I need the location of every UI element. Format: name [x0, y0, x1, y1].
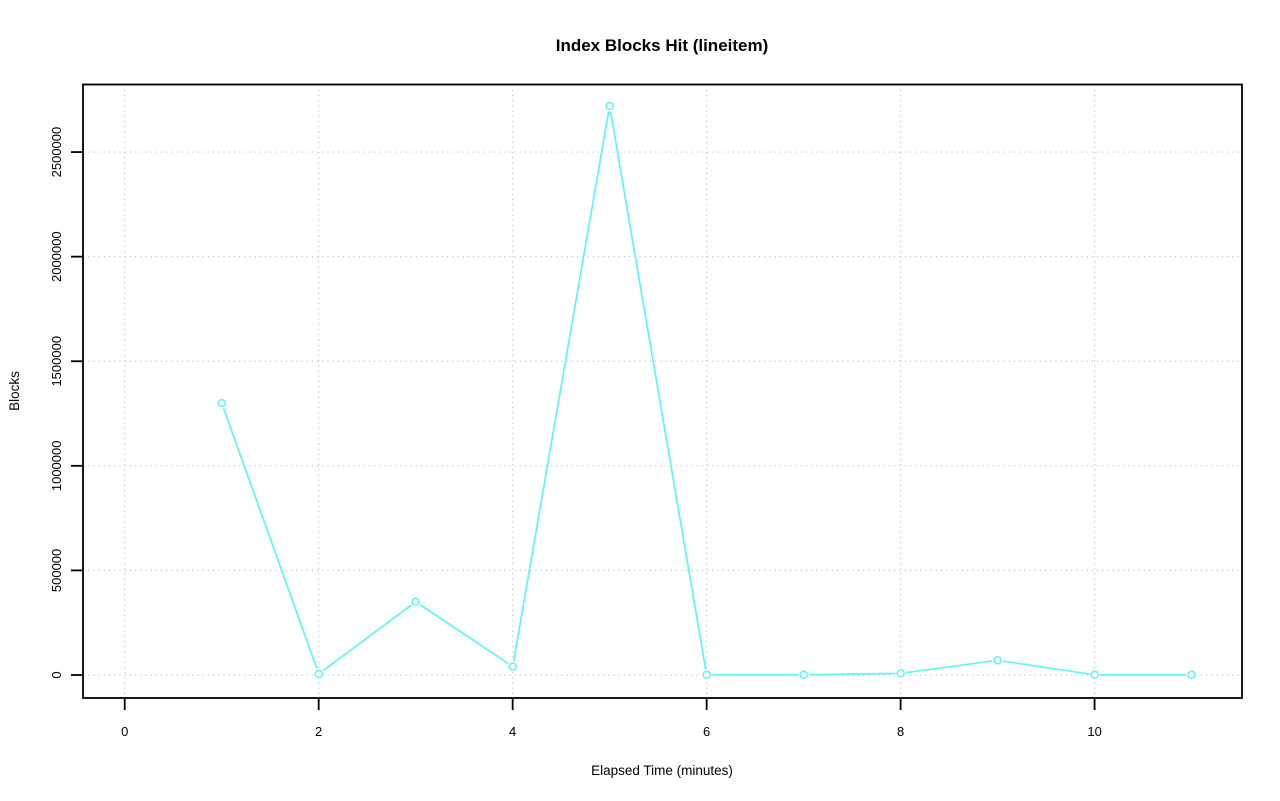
x-tick-label: 4: [509, 724, 516, 739]
x-tick-label: 0: [121, 724, 128, 739]
x-axis-label: Elapsed Time (minutes): [591, 763, 733, 778]
x-tick-label: 10: [1087, 724, 1101, 739]
y-tick-label: 0: [49, 671, 64, 678]
x-tick-label: 6: [703, 724, 710, 739]
data-point-marker: [508, 662, 517, 671]
data-point-marker: [314, 669, 323, 679]
y-tick-label: 2000000: [49, 231, 64, 282]
x-tick-label: 2: [315, 724, 322, 739]
y-tick-label: 1000000: [49, 441, 64, 492]
grid-lines: [83, 84, 1242, 698]
data-series: [216, 100, 1198, 681]
x-tick-label: 8: [897, 724, 904, 739]
y-axis-label: Blocks: [7, 371, 22, 411]
data-point-marker: [217, 398, 226, 408]
data-point-marker: [896, 669, 905, 678]
y-tick-label: 500000: [49, 549, 64, 592]
data-point-marker: [1187, 670, 1196, 680]
data-point-marker: [605, 101, 614, 111]
y-tick-label: 2500000: [49, 127, 64, 178]
data-point-marker: [993, 656, 1002, 665]
axes: [71, 83, 1243, 710]
data-point-marker: [702, 670, 711, 680]
chart-title: Index Blocks Hit (lineitem): [556, 36, 769, 55]
data-point-marker: [1090, 670, 1099, 680]
chart-generated-layers: 0 2 4 6 8 10 0 500000 1000000 1500000 2000000 25000…: [49, 83, 1243, 739]
tick-labels: 0 2 4 6 8 10 0 500000 1000000 1500000 2000000 25000…: [49, 127, 1102, 739]
data-point-marker: [799, 670, 808, 680]
data-point-marker: [411, 597, 420, 607]
y-tick-label: 1500000: [49, 336, 64, 387]
